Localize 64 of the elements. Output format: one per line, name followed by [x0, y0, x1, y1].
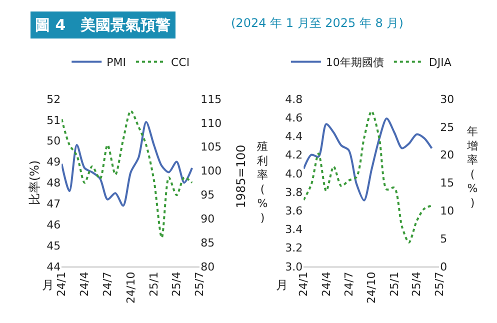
x-tick-label: 24/10 — [365, 272, 378, 304]
y2-tick-label: 110 — [200, 116, 222, 130]
y2-tick-label: 5 — [440, 232, 448, 246]
x-axis-title: 月 — [276, 278, 288, 292]
x-tick-label: 24/7 — [101, 272, 114, 297]
y-tick-label: 4.6 — [285, 111, 303, 124]
y-tick-label: 44 — [46, 260, 61, 274]
y2-tick-label: 20 — [440, 148, 454, 162]
y2-tick-label: 25 — [440, 120, 454, 134]
y2-axis-title: 1985=100 — [234, 144, 248, 208]
y-tick-label: 51 — [46, 114, 61, 127]
y-tick-label: 47 — [46, 197, 61, 210]
chart-title: 圖 4 美國景氣預警 — [35, 16, 171, 34]
y-tick-label: 3.4 — [285, 223, 303, 236]
y-tick-label: 3.0 — [285, 260, 303, 274]
y-tick-label: 50 — [46, 134, 61, 148]
y2-tick-label: 0 — [440, 260, 448, 274]
y2-tick-label: 100 — [200, 164, 222, 178]
y-tick-label: 4.4 — [285, 130, 303, 144]
y-tick-label: 3.6 — [285, 204, 303, 218]
x-tick-label: 24/10 — [124, 272, 138, 304]
y-tick-label: 52 — [46, 92, 61, 106]
legend-label: CCI — [171, 56, 190, 70]
line-series — [304, 110, 433, 244]
y-tick-label: 4.2 — [285, 148, 303, 162]
y2-tick-label: 90 — [200, 212, 215, 226]
legend-label: DJIA — [428, 56, 452, 70]
x-tick-label: 24/1 — [55, 272, 68, 297]
y-axis-title: 殖利率(%) — [257, 140, 268, 224]
y2-tick-label: 85 — [200, 236, 215, 250]
x-tick-label: 24/4 — [78, 272, 92, 297]
y2-tick-label: 115 — [200, 92, 222, 106]
y2-tick-label: 80 — [200, 260, 215, 274]
y-tick-label: 46 — [46, 218, 61, 232]
y-tick-label: 4.8 — [285, 92, 303, 106]
x-tick-label: 24/4 — [320, 272, 333, 297]
line-series — [304, 118, 433, 202]
y2-axis-title: 年增率(%) — [466, 125, 478, 210]
x-axis-title: 月 — [42, 278, 54, 292]
x-tick-label: 25/1 — [388, 272, 401, 297]
y-tick-label: 3.2 — [285, 242, 303, 255]
line-series — [62, 121, 194, 207]
x-tick-label: 24/1 — [297, 272, 310, 297]
x-tick-label: 25/1 — [148, 272, 161, 297]
y-tick-label: 3.8 — [285, 186, 303, 199]
y-tick-label: 48 — [46, 176, 61, 190]
legend-label: PMI — [106, 56, 126, 70]
y-tick-label: 4.0 — [285, 167, 303, 180]
y-tick-label: 49 — [46, 156, 61, 169]
x-tick-label: 25/7 — [432, 272, 446, 297]
chart-subtitle: (2024 年 1 月至 2025 年 8 月) — [231, 16, 404, 30]
y-axis-title: 比率(%) — [28, 160, 42, 206]
x-tick-label: 25/4 — [410, 272, 424, 297]
y2-tick-label: 105 — [200, 140, 222, 154]
y-tick-label: 45 — [46, 239, 61, 252]
y2-tick-label: 95 — [200, 188, 215, 202]
x-tick-label: 24/7 — [342, 272, 356, 297]
y2-tick-label: 30 — [440, 92, 454, 106]
x-tick-label: 25/4 — [170, 272, 184, 297]
legend-label: 10年期國債 — [326, 56, 384, 70]
y2-tick-label: 15 — [440, 176, 454, 190]
y2-tick-label: 10 — [440, 204, 454, 218]
line-series — [62, 110, 194, 239]
x-tick-label: 25/7 — [193, 272, 206, 297]
